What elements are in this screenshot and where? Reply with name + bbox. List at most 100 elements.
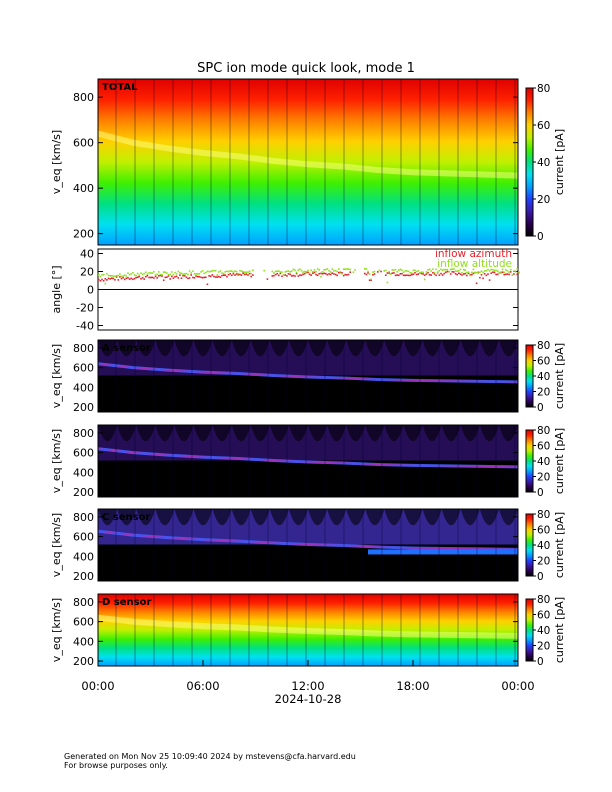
sensor-band-scallop: [250, 425, 270, 442]
x-axis-date: 2024-10-28: [275, 692, 342, 706]
x-tick-label: 00:00: [81, 679, 114, 693]
sensor-band-scallop: [384, 425, 404, 442]
colorbar-tick-label: 60: [537, 441, 550, 453]
angle-point: [106, 272, 108, 275]
sensor-band-scallop: [98, 340, 118, 357]
sensor-band-scallop: [384, 340, 404, 357]
angle-point: [208, 275, 210, 277]
angle-point: [513, 270, 515, 272]
colorbar-label: current [pA]: [553, 512, 566, 578]
y-tick-label: 800: [73, 91, 94, 104]
sensor-band-scallop: [327, 425, 347, 442]
angle-point: [352, 271, 355, 273]
angle-point: [180, 272, 183, 275]
sensor-band-scallop: [155, 509, 175, 526]
angle-point: [156, 273, 158, 276]
sensor-band-scallop: [498, 425, 518, 442]
colorbar: [525, 344, 534, 408]
sensor-band-scallop: [422, 340, 442, 357]
angle-point: [148, 272, 150, 274]
colorbar-tick-label: 40: [537, 540, 550, 552]
panel-frame: [97, 339, 519, 413]
angle-point: [493, 271, 496, 274]
angle-point: [247, 271, 249, 273]
angle-point: [239, 273, 241, 276]
angle-point: [295, 271, 298, 274]
angle-point: [232, 272, 235, 275]
angle-point: [386, 272, 389, 274]
colorbar-label: current [pA]: [553, 428, 566, 494]
angle-point: [161, 275, 163, 277]
angle-point: [449, 268, 452, 271]
angle-point: [213, 275, 215, 278]
colorbar-tick-label: 20: [537, 641, 550, 653]
angle-point: [399, 273, 402, 275]
angle-point: [149, 272, 152, 274]
sensor-band-scallop: [117, 509, 137, 526]
angle-point: [187, 277, 189, 280]
sensor-band-scallop: [479, 340, 499, 357]
angle-point: [274, 273, 277, 276]
angle-point: [402, 274, 405, 277]
colorbar: [525, 598, 534, 662]
sensor-band-scallop: [403, 340, 423, 357]
angle-point: [506, 270, 509, 272]
angle-point: [146, 273, 149, 275]
angle-point: [365, 273, 368, 276]
angle-point: [318, 272, 321, 275]
angle-point: [162, 279, 165, 281]
sensor-band-scallop: [212, 340, 232, 357]
y-tick-label: 200: [73, 655, 94, 668]
colorbar-label: current [pA]: [553, 129, 566, 195]
colorbar-tick-label: 20: [537, 194, 550, 206]
y-tick-label: 600: [73, 137, 94, 150]
sensor-band-scallop: [327, 340, 347, 357]
angle-point: [325, 268, 327, 271]
angle-point: [132, 271, 134, 274]
angle-point: [122, 275, 124, 277]
angle-point: [378, 269, 381, 272]
angle-point: [281, 271, 283, 273]
angle-point: [164, 276, 167, 279]
colorbar: [525, 513, 534, 577]
sensor-band-scallop: [479, 425, 499, 442]
angle-point: [196, 275, 199, 278]
angle-point: [383, 270, 385, 272]
angle-point: [440, 268, 442, 271]
angle-point: [331, 272, 334, 274]
sensor-band-scallop: [460, 425, 480, 442]
colorbar-tick-label: 40: [537, 157, 550, 169]
angle-point: [242, 270, 244, 273]
angle-point: [441, 274, 444, 276]
angle-point: [313, 269, 316, 271]
y-tick-label: 40: [80, 248, 94, 261]
sensor-band-scallop: [136, 425, 156, 442]
angle-point: [472, 268, 475, 271]
angle-point: [363, 268, 366, 270]
angle-point: [183, 273, 186, 275]
sensor-band-scallop: [174, 425, 194, 442]
angle-point: [422, 273, 424, 275]
angle-point: [289, 273, 291, 276]
angle-point: [151, 272, 154, 274]
angle-point: [471, 273, 473, 276]
angle-point: [153, 271, 155, 273]
angle-point: [310, 269, 312, 272]
angle-point: [365, 268, 368, 270]
angle-point: [141, 273, 144, 276]
angle-point: [229, 270, 231, 272]
angle-point: [438, 269, 441, 272]
angle-point: [461, 271, 463, 274]
colorbar-tick-label: 80: [537, 340, 550, 352]
angle-point: [133, 277, 136, 280]
angle-point: [477, 271, 480, 273]
colorbar-tick-label: 60: [537, 120, 550, 132]
sensor-band-scallop: [365, 425, 385, 442]
angle-point: [471, 271, 473, 274]
angle-point: [229, 273, 231, 275]
y-tick-label: 600: [73, 447, 94, 460]
angle-point: [214, 276, 217, 278]
angle-point: [308, 273, 311, 276]
angle-point: [417, 273, 420, 275]
y-axis-label: v_eq [km/s]: [50, 130, 63, 194]
